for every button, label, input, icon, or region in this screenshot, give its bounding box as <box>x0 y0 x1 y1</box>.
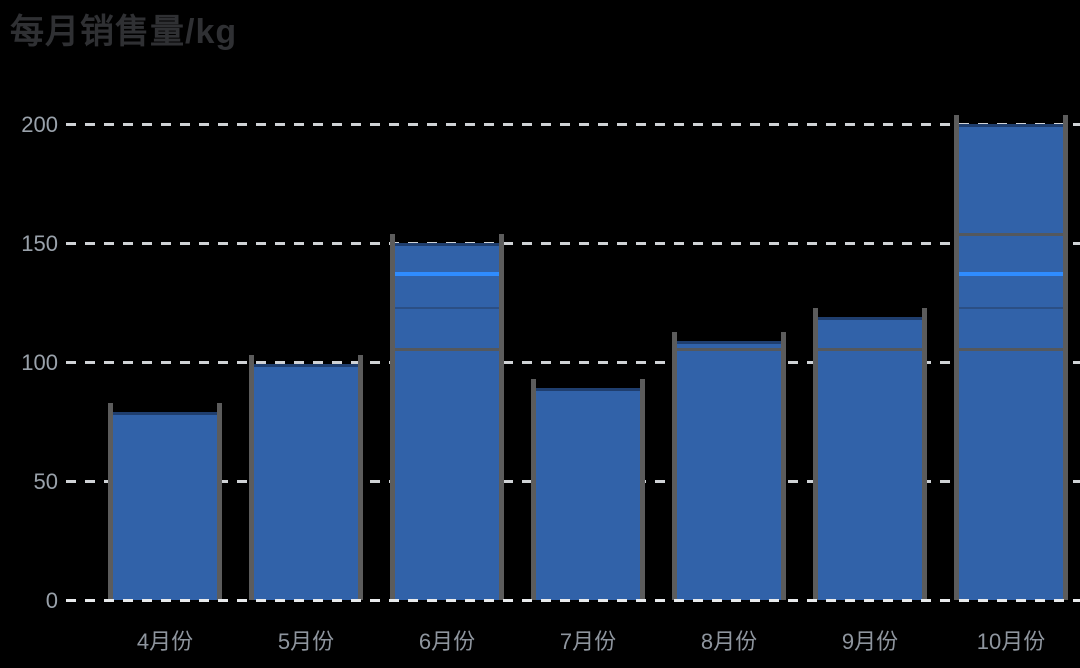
chart-title: 每月销售量/kg <box>10 13 238 51</box>
x-axis-category-label: 6月份 <box>418 629 476 654</box>
bar <box>959 124 1063 600</box>
x-axis-category-label: 5月份 <box>277 629 335 654</box>
bar-segment-line <box>959 307 1063 309</box>
bar-side-line <box>781 332 786 600</box>
bar <box>677 341 781 600</box>
y-axis-tick-label: 200 <box>21 112 58 137</box>
x-axis-baseline <box>66 599 1080 602</box>
gridline-dashed <box>66 361 1080 364</box>
x-axis-category-label: 10月份 <box>976 629 1046 654</box>
bar-side-line <box>108 403 113 600</box>
x-axis-category-label: 8月份 <box>700 629 758 654</box>
y-axis-tick-label: 0 <box>45 588 58 613</box>
bar-segment-line <box>959 348 1063 351</box>
bar-segment-line <box>959 233 1063 236</box>
gridline-dashed <box>66 123 1080 126</box>
bar <box>395 243 499 600</box>
bar-side-line <box>499 234 504 600</box>
bar-side-line <box>672 332 677 600</box>
bar-segment-line <box>395 272 499 276</box>
bar-side-line <box>390 234 395 600</box>
bar-segment-line <box>395 348 499 351</box>
y-axis-tick-label: 50 <box>33 469 58 494</box>
bar-segment-line <box>959 272 1063 276</box>
bar <box>113 412 217 600</box>
bar-segment-line <box>677 348 781 351</box>
bar-segment-line <box>818 348 922 351</box>
bar <box>818 317 922 600</box>
bar-side-line <box>358 355 363 600</box>
bar-side-line <box>813 308 818 600</box>
bar-side-line <box>1063 115 1068 600</box>
y-axis-tick-label: 150 <box>21 231 58 256</box>
bar-side-line <box>249 355 254 600</box>
bar-segment-line <box>395 307 499 309</box>
bar-side-line <box>922 308 927 600</box>
bar-side-line <box>217 403 222 600</box>
x-axis-category-label: 7月份 <box>559 629 617 654</box>
bar-side-line <box>640 379 645 600</box>
x-axis-category-label: 9月份 <box>841 629 899 654</box>
bar <box>536 388 640 600</box>
bar <box>254 364 358 600</box>
bar-side-line <box>954 115 959 600</box>
y-axis-tick-label: 100 <box>21 350 58 375</box>
gridline-dashed <box>66 242 1080 245</box>
bar-side-line <box>531 379 536 600</box>
x-axis-category-label: 4月份 <box>136 629 194 654</box>
